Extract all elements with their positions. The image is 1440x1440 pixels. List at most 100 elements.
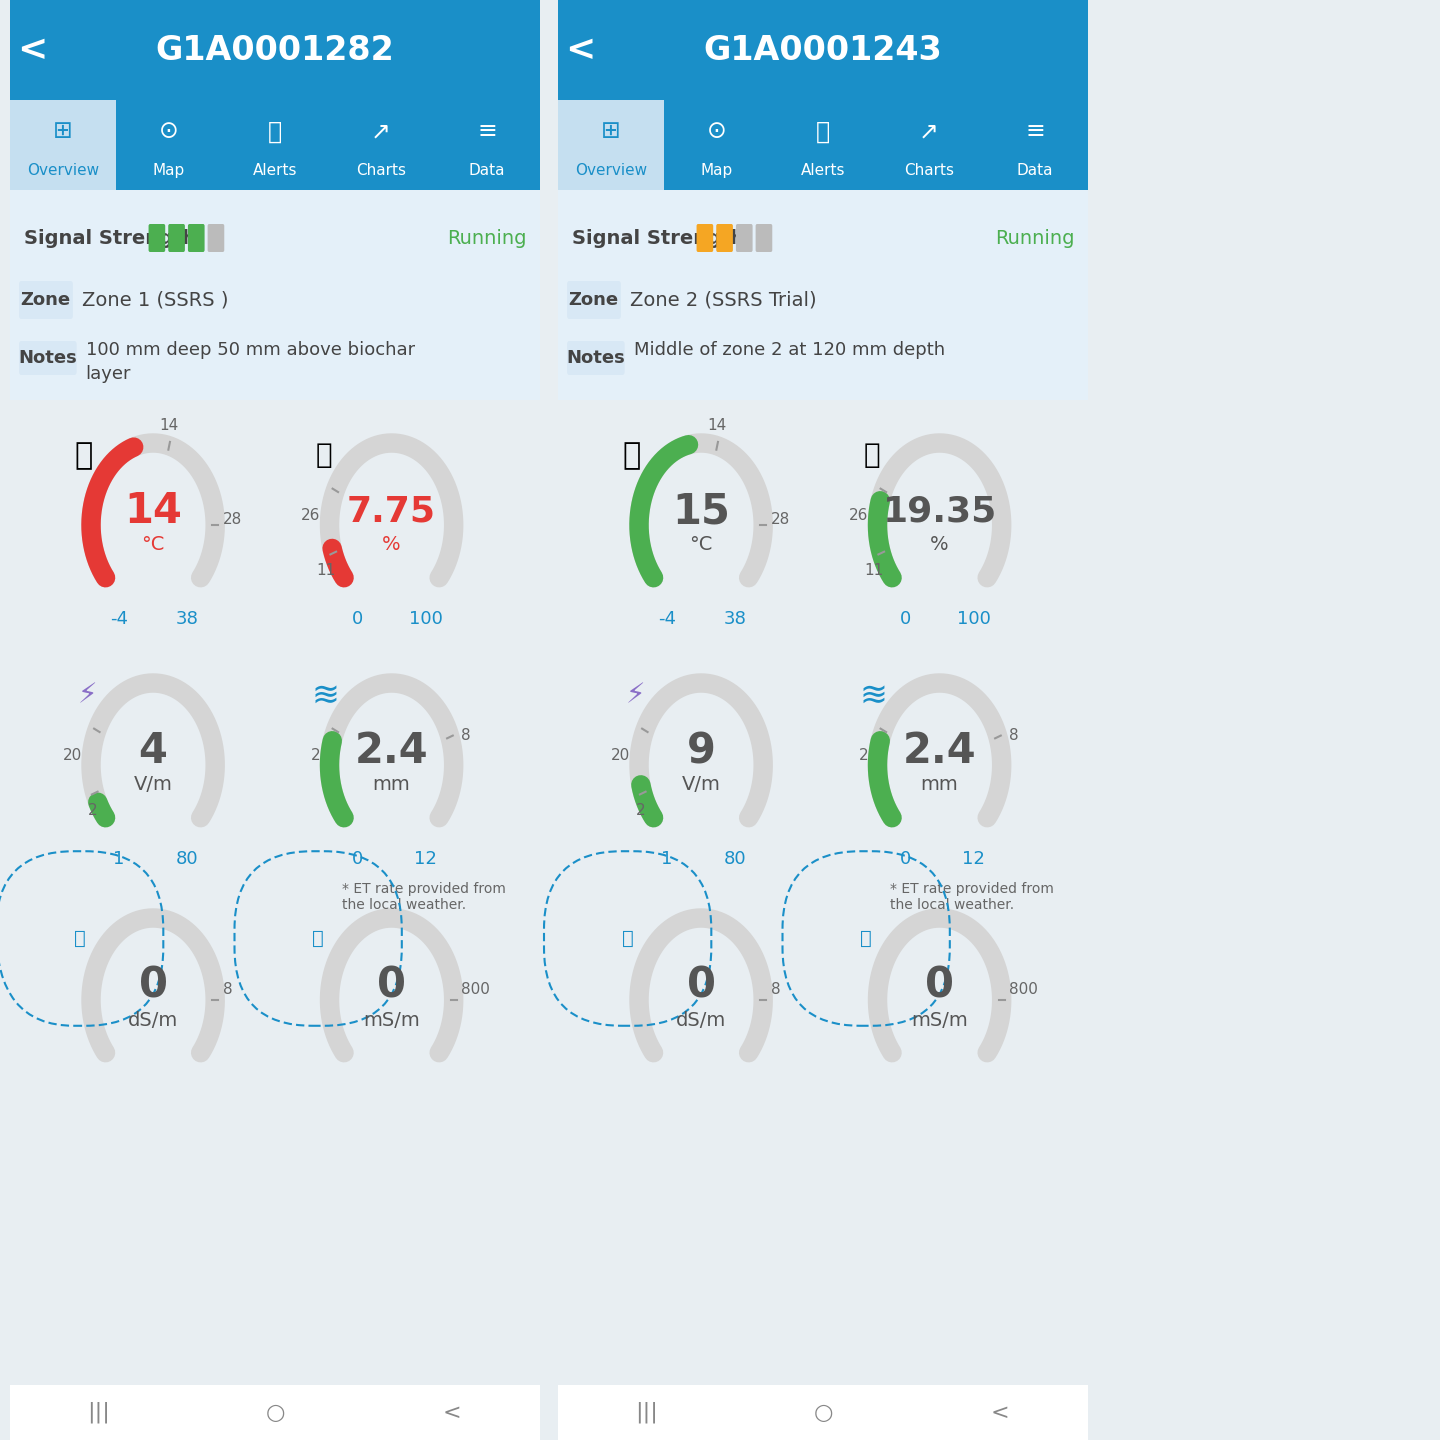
FancyBboxPatch shape bbox=[189, 225, 204, 252]
Text: 0: 0 bbox=[900, 611, 912, 628]
Text: 8: 8 bbox=[461, 727, 471, 743]
Text: mm: mm bbox=[920, 776, 959, 795]
Text: 1: 1 bbox=[114, 850, 125, 868]
Text: 100 mm deep 50 mm above biochar: 100 mm deep 50 mm above biochar bbox=[86, 341, 415, 359]
Text: 0: 0 bbox=[351, 611, 363, 628]
Text: -4: -4 bbox=[658, 611, 675, 628]
Text: 🌡: 🌡 bbox=[75, 441, 92, 469]
Text: 100: 100 bbox=[956, 611, 991, 628]
Text: mS/m: mS/m bbox=[912, 1011, 968, 1030]
Text: 20: 20 bbox=[62, 747, 82, 763]
Text: Map: Map bbox=[701, 163, 733, 177]
Text: 15: 15 bbox=[672, 490, 730, 531]
FancyBboxPatch shape bbox=[736, 225, 753, 252]
Text: 20: 20 bbox=[611, 747, 629, 763]
Text: V/m: V/m bbox=[134, 776, 173, 795]
Text: ≡: ≡ bbox=[477, 120, 497, 144]
Text: ⊙: ⊙ bbox=[160, 120, 179, 144]
Text: * ET rate provided from
the local weather.: * ET rate provided from the local weathe… bbox=[341, 881, 505, 912]
Text: Notes: Notes bbox=[566, 348, 625, 367]
Text: Overview: Overview bbox=[27, 163, 99, 177]
Text: 80: 80 bbox=[176, 850, 199, 868]
FancyBboxPatch shape bbox=[10, 99, 540, 190]
FancyBboxPatch shape bbox=[10, 190, 540, 400]
Text: 26: 26 bbox=[301, 507, 320, 523]
FancyBboxPatch shape bbox=[19, 281, 73, 320]
Text: ⊞: ⊞ bbox=[600, 120, 621, 144]
Text: 〜: 〜 bbox=[622, 929, 634, 948]
Text: 💧: 💧 bbox=[315, 441, 331, 469]
Text: 2: 2 bbox=[858, 747, 868, 763]
Text: 14: 14 bbox=[124, 490, 181, 531]
Text: <: < bbox=[17, 33, 48, 68]
Text: 28: 28 bbox=[770, 513, 791, 527]
Text: Running: Running bbox=[995, 229, 1074, 248]
Text: 2: 2 bbox=[311, 747, 320, 763]
Text: <: < bbox=[442, 1403, 461, 1423]
FancyBboxPatch shape bbox=[559, 190, 1089, 400]
Text: Running: Running bbox=[446, 229, 527, 248]
Text: * ET rate provided from
the local weather.: * ET rate provided from the local weathe… bbox=[890, 881, 1054, 912]
Text: <: < bbox=[991, 1403, 1009, 1423]
Text: 2.4: 2.4 bbox=[354, 730, 429, 772]
Text: ⚡: ⚡ bbox=[78, 681, 96, 710]
Text: °C: °C bbox=[690, 536, 713, 554]
Text: Alerts: Alerts bbox=[253, 163, 297, 177]
Text: 12: 12 bbox=[415, 850, 438, 868]
Text: 14: 14 bbox=[707, 418, 726, 433]
Text: 100: 100 bbox=[409, 611, 442, 628]
Text: ⊙: ⊙ bbox=[707, 120, 727, 144]
FancyBboxPatch shape bbox=[168, 225, 184, 252]
Text: G1A0001243: G1A0001243 bbox=[704, 33, 942, 66]
Text: 🔔: 🔔 bbox=[268, 120, 282, 144]
Text: 0: 0 bbox=[351, 850, 363, 868]
Text: Data: Data bbox=[469, 163, 505, 177]
Text: 1: 1 bbox=[661, 850, 672, 868]
Text: mS/m: mS/m bbox=[363, 1011, 420, 1030]
Text: dS/m: dS/m bbox=[128, 1011, 179, 1030]
Text: 28: 28 bbox=[223, 513, 242, 527]
Text: G1A0001282: G1A0001282 bbox=[156, 33, 395, 66]
Text: 🔔: 🔔 bbox=[816, 120, 829, 144]
Text: 800: 800 bbox=[461, 982, 490, 998]
Text: ○: ○ bbox=[265, 1403, 285, 1423]
Text: 0: 0 bbox=[138, 965, 167, 1007]
Text: Zone 1 (SSRS ): Zone 1 (SSRS ) bbox=[82, 291, 229, 310]
Text: Notes: Notes bbox=[19, 348, 78, 367]
Text: 7.75: 7.75 bbox=[347, 494, 436, 528]
FancyBboxPatch shape bbox=[559, 1385, 1089, 1440]
Text: dS/m: dS/m bbox=[675, 1011, 726, 1030]
Text: Data: Data bbox=[1017, 163, 1053, 177]
FancyBboxPatch shape bbox=[697, 225, 713, 252]
FancyBboxPatch shape bbox=[716, 225, 733, 252]
Text: 4: 4 bbox=[138, 730, 167, 772]
FancyBboxPatch shape bbox=[756, 225, 772, 252]
Text: ≋: ≋ bbox=[860, 678, 887, 711]
FancyBboxPatch shape bbox=[19, 341, 76, 374]
Text: Overview: Overview bbox=[575, 163, 647, 177]
Text: Zone: Zone bbox=[569, 291, 619, 310]
Text: 〜: 〜 bbox=[312, 929, 324, 948]
FancyBboxPatch shape bbox=[10, 0, 540, 99]
Text: ≋: ≋ bbox=[311, 678, 340, 711]
Text: <: < bbox=[566, 33, 596, 68]
Text: 0: 0 bbox=[900, 850, 912, 868]
Text: Map: Map bbox=[153, 163, 186, 177]
Text: °C: °C bbox=[141, 536, 164, 554]
Text: Charts: Charts bbox=[904, 163, 953, 177]
Text: 8: 8 bbox=[223, 982, 232, 998]
Text: 2: 2 bbox=[88, 802, 98, 818]
FancyBboxPatch shape bbox=[567, 341, 625, 374]
Text: layer: layer bbox=[86, 364, 131, 383]
Text: 9: 9 bbox=[687, 730, 716, 772]
Text: 〜: 〜 bbox=[860, 929, 873, 948]
Text: ○: ○ bbox=[814, 1403, 832, 1423]
Text: 🌡: 🌡 bbox=[622, 441, 641, 469]
Text: -4: -4 bbox=[109, 611, 128, 628]
Text: ↗: ↗ bbox=[372, 120, 390, 144]
Text: 14: 14 bbox=[158, 418, 179, 433]
Text: Signal Strength: Signal Strength bbox=[23, 229, 196, 248]
Text: 38: 38 bbox=[176, 611, 199, 628]
Text: 38: 38 bbox=[724, 611, 747, 628]
FancyBboxPatch shape bbox=[559, 99, 664, 190]
